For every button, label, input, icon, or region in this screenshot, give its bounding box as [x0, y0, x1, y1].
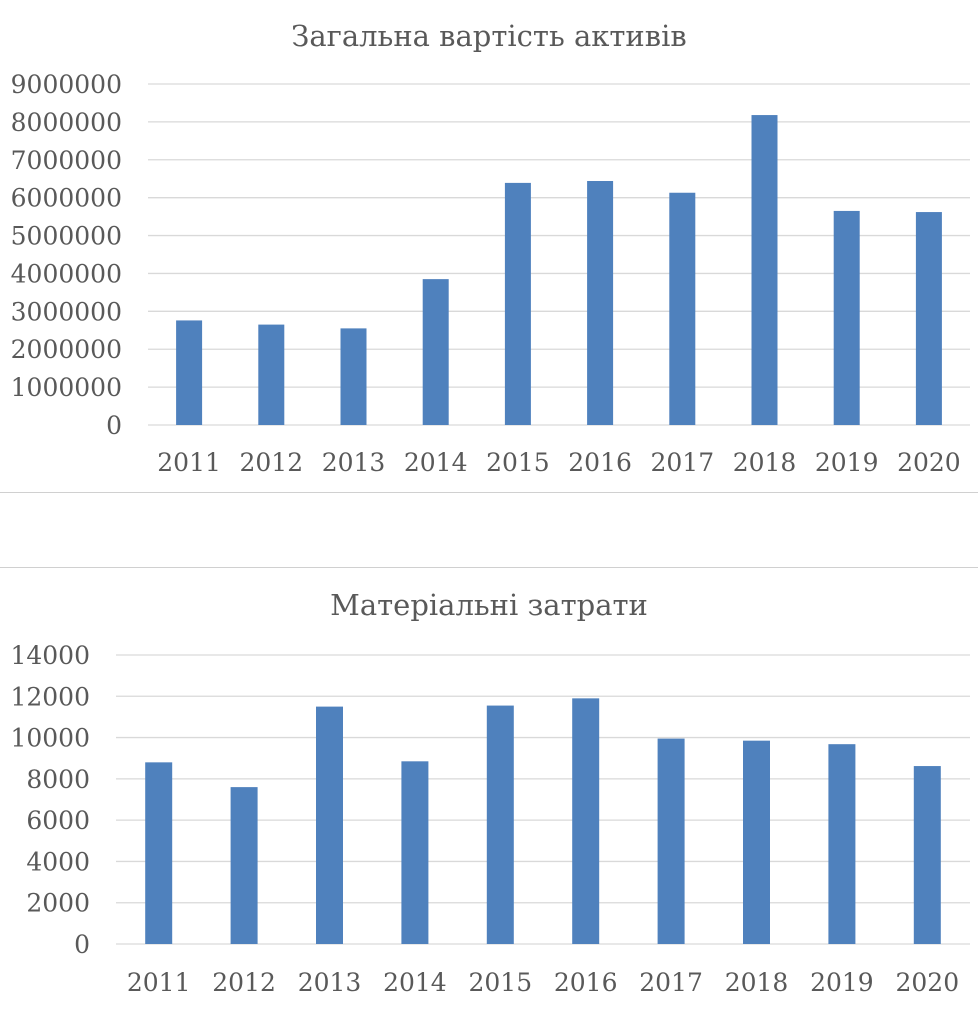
bar-2011	[145, 762, 173, 944]
bar-2017	[657, 738, 685, 944]
y-tick-label: 0	[106, 411, 122, 440]
assets-chart: Загальна вартість активів 0 1000000 200000…	[11, 19, 970, 477]
bars	[145, 698, 941, 944]
y-gridlines	[116, 654, 970, 945]
x-tick-label: 2017	[650, 448, 714, 477]
bar-2012	[230, 787, 258, 944]
y-tick-label: 8000000	[11, 108, 122, 137]
x-tick-label: 2018	[733, 448, 797, 477]
x-tick-label: 2018	[725, 968, 789, 997]
bar-2012	[258, 324, 285, 425]
bar-2015	[504, 182, 531, 425]
y-gridlines	[148, 83, 970, 426]
bar-2019	[833, 210, 860, 425]
x-tick-label: 2014	[383, 968, 447, 997]
bar-2013	[340, 328, 367, 425]
x-tick-label: 2011	[157, 448, 221, 477]
x-tick-label: 2020	[897, 448, 961, 477]
bar-2014	[422, 279, 449, 425]
y-tick-label: 7000000	[11, 146, 122, 175]
chart-1-bottom-border	[0, 492, 978, 493]
bar-2018	[751, 115, 778, 426]
x-tick-label: 2016	[568, 448, 632, 477]
chart-2-top-border	[0, 567, 978, 568]
x-tick-label: 2019	[815, 448, 879, 477]
y-tick-label: 5000000	[11, 222, 122, 251]
y-tick-label: 1000000	[11, 373, 122, 402]
x-tick-label: 2020	[895, 968, 959, 997]
bar-2011	[176, 320, 203, 425]
x-tick-label: 2014	[404, 448, 468, 477]
bar-2015	[486, 705, 514, 944]
x-tick-label: 2015	[468, 968, 532, 997]
y-tick-label: 6000	[26, 806, 90, 835]
bar-2020	[913, 766, 941, 944]
y-tick-label: 12000	[10, 682, 90, 711]
x-tick-label: 2011	[127, 968, 191, 997]
y-tick-label: 4000	[26, 847, 90, 876]
x-tick-label: 2019	[810, 968, 874, 997]
x-tick-label: 2012	[212, 968, 276, 997]
bar-2020	[915, 212, 942, 425]
bar-2016	[572, 698, 600, 944]
x-tick-label: 2017	[639, 968, 703, 997]
bar-2018	[743, 740, 770, 944]
x-tick-label: 2012	[239, 448, 303, 477]
y-tick-label: 9000000	[11, 70, 122, 99]
bar-2016	[587, 180, 614, 425]
material-costs-chart: Матеріальні затрати 0 2000 4000 6000 8000 100…	[10, 588, 970, 997]
bar-2013	[316, 706, 343, 944]
y-tick-labels: 0 1000000 2000000 3000000 4000000 5000000 6000…	[11, 70, 122, 440]
y-tick-label: 6000000	[11, 184, 122, 213]
x-tick-label: 2015	[486, 448, 550, 477]
y-tick-label: 8000	[26, 765, 90, 794]
y-tick-label: 2000000	[11, 335, 122, 364]
bar-2019	[828, 744, 856, 944]
x-tick-label: 2013	[322, 448, 386, 477]
x-tick-labels: 2011 2012 2013 2014 2015 2016 2017 2018 2019 2020	[157, 448, 960, 477]
bar-2014	[401, 761, 429, 944]
y-tick-label: 3000000	[11, 297, 122, 326]
y-tick-label: 0	[74, 930, 90, 959]
y-tick-label: 4000000	[11, 259, 122, 288]
y-tick-label: 14000	[10, 641, 90, 670]
bar-2017	[669, 192, 696, 425]
x-tick-label: 2013	[298, 968, 362, 997]
y-tick-label: 2000	[26, 889, 90, 918]
bars	[176, 115, 942, 426]
chart-title: Загальна вартість активів	[291, 19, 686, 53]
y-tick-labels: 0 2000 4000 6000 8000 10000 12000 14000	[10, 641, 90, 959]
y-tick-label: 10000	[10, 724, 90, 753]
x-tick-label: 2016	[554, 968, 618, 997]
x-tick-labels: 2011 2012 2013 2014 2015 2016 2017 2018 2019 2020	[127, 968, 959, 997]
chart-title: Матеріальні затрати	[330, 588, 648, 622]
